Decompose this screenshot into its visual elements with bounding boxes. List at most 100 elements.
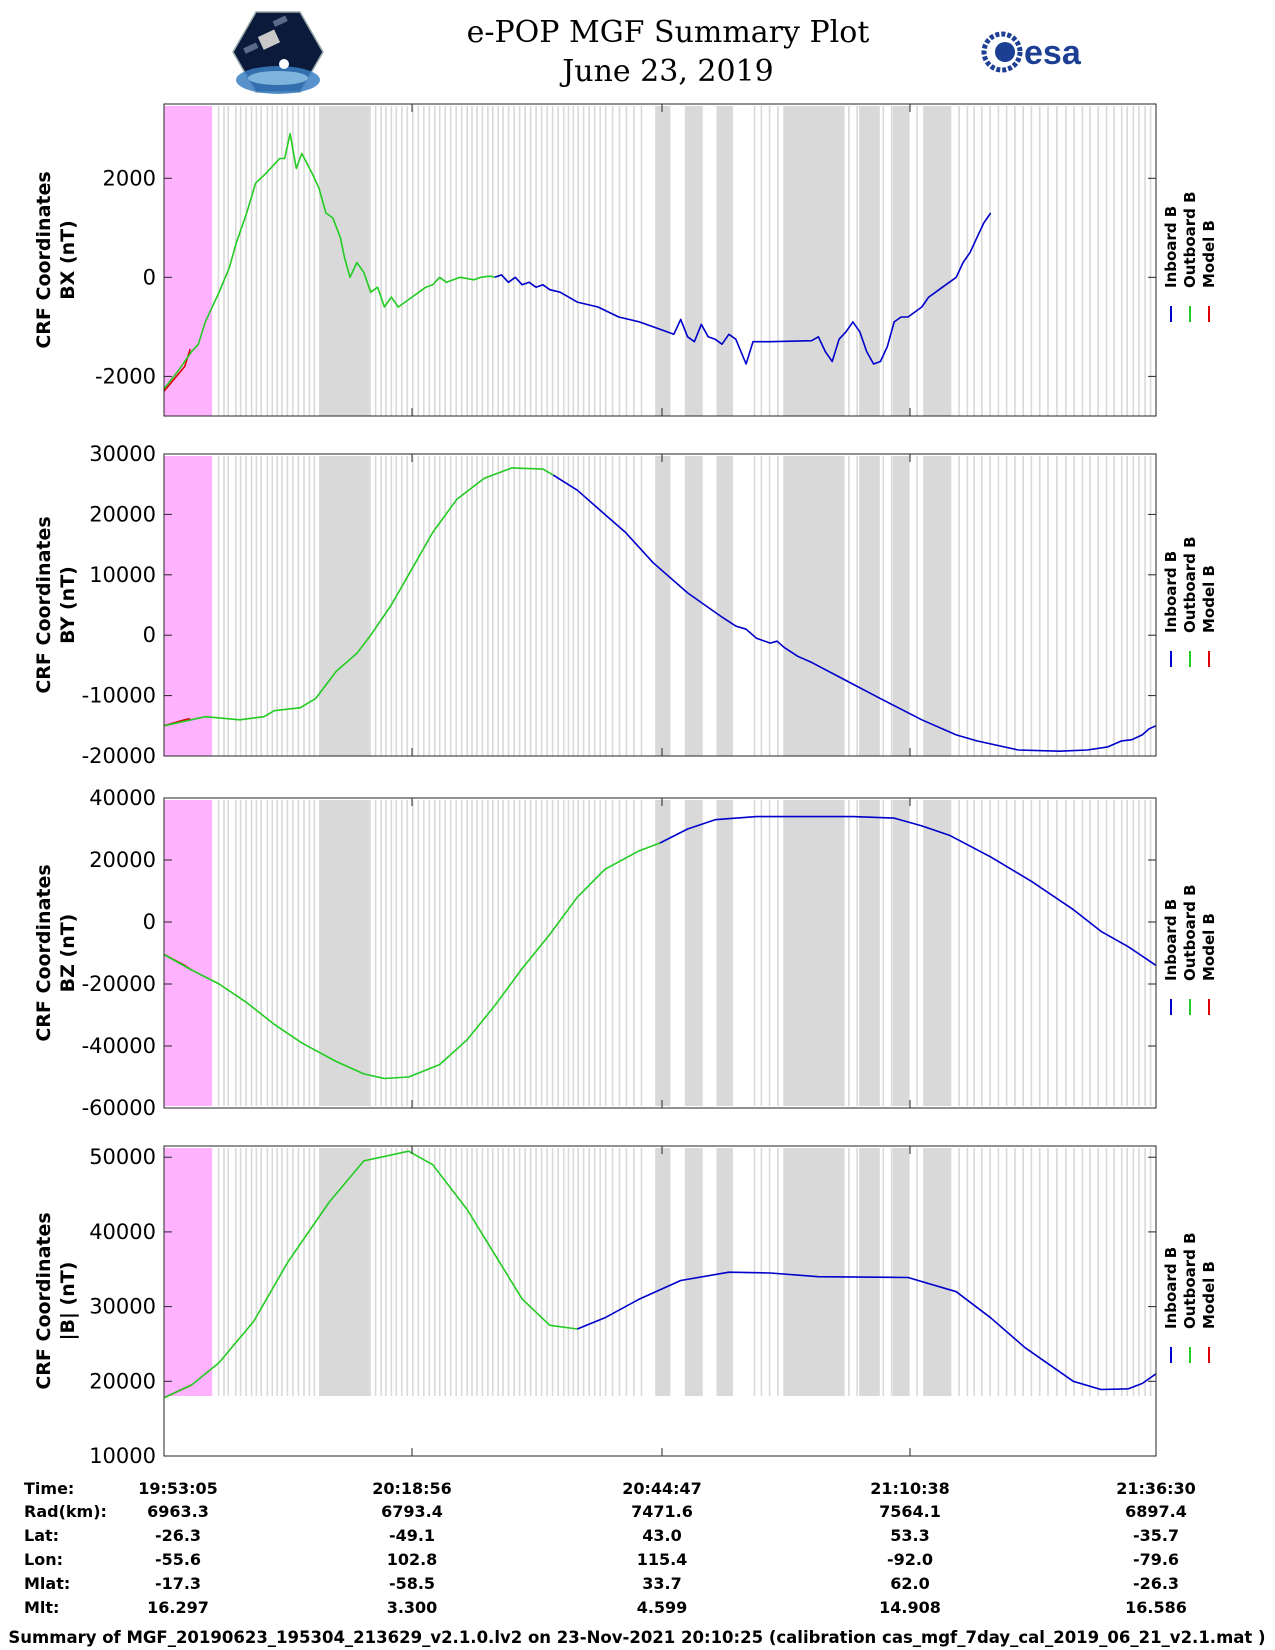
gap-column <box>640 1148 643 1396</box>
gap-column <box>406 106 409 416</box>
legend-label: Outboard B <box>1181 191 1199 288</box>
gap-block <box>319 1148 370 1396</box>
gap-column <box>292 456 294 756</box>
orbit-cell: -26.3 <box>1133 1574 1179 1593</box>
gap-column <box>540 456 543 756</box>
y-axis-label-line: CRF Coordinates <box>33 864 55 1041</box>
gap-column <box>599 1148 601 1396</box>
gap-column <box>989 106 991 416</box>
orbit-column-5: 21:36:30 6897.4 -35.7 -79.6 -26.3 16.586 <box>1116 1479 1196 1617</box>
legend-label: Inboard B <box>1162 899 1180 981</box>
gap-column <box>783 1148 785 1396</box>
y-tick-label: 30000 <box>89 1295 156 1319</box>
gap-column <box>308 456 311 756</box>
y-axis-label-line: CRF Coordinates <box>33 171 55 348</box>
gap-column <box>271 456 274 756</box>
gap-column <box>981 1148 983 1396</box>
gap-column <box>444 106 446 416</box>
gap-column <box>890 1148 893 1396</box>
gap-column <box>625 456 628 756</box>
gap-column <box>471 800 473 1106</box>
orbit-table: Time: Rad(km): Lat: Lon: Mlat: Mlt: 19:5… <box>24 1479 1196 1617</box>
orbit-cell: -26.3 <box>155 1526 201 1545</box>
gap-column <box>1105 1148 1108 1396</box>
data-gap-shading <box>217 1148 1152 1396</box>
gap-column <box>395 106 398 416</box>
gap-column <box>466 1148 468 1396</box>
gap-column <box>385 800 387 1106</box>
series-outboard-b <box>163 132 495 390</box>
axes-frame <box>163 797 1157 1109</box>
gap-column <box>890 800 893 1106</box>
gap-column <box>777 456 779 756</box>
row-label-mlat: Mlat: <box>24 1574 70 1593</box>
gap-column <box>497 800 499 1106</box>
gap-column <box>292 800 294 1106</box>
gap-block <box>319 456 370 756</box>
gap-column <box>239 456 242 756</box>
axes-frame <box>163 1145 1157 1457</box>
gap-column <box>604 800 607 1106</box>
orbit-cell: -35.7 <box>1133 1526 1179 1545</box>
gap-column <box>1089 106 1091 416</box>
gap-column <box>997 800 1000 1106</box>
gap-column <box>412 800 414 1106</box>
gap-column <box>380 800 382 1106</box>
gap-column <box>1144 1148 1146 1396</box>
gap-column <box>250 106 253 416</box>
gap-column <box>481 1148 484 1396</box>
gap-block <box>655 106 671 416</box>
orbit-cell: 33.7 <box>642 1574 681 1593</box>
gap-column <box>380 456 382 756</box>
gap-column <box>577 106 579 416</box>
panel-2: -20000 -10000 0 10000 20000 30000 CRF Coordina… <box>33 442 1218 768</box>
gap-column <box>768 456 771 756</box>
gap-column <box>1113 800 1115 1106</box>
gap-column <box>460 1148 463 1396</box>
gap-column <box>487 1148 489 1396</box>
gap-column <box>460 456 463 756</box>
y-tick-label: 50000 <box>89 1145 156 1169</box>
gap-column <box>260 1148 262 1396</box>
gap-column <box>460 106 463 416</box>
gap-column <box>882 800 885 1106</box>
gap-column <box>618 456 621 756</box>
gap-column <box>588 800 590 1106</box>
calibration-span <box>164 1148 213 1396</box>
gap-block <box>655 800 671 1106</box>
gap-column <box>245 456 247 756</box>
gap-column <box>286 1148 289 1396</box>
gap-column <box>223 106 225 416</box>
gap-column <box>1126 106 1128 416</box>
gap-column <box>385 1148 387 1396</box>
gap-column <box>529 1148 532 1396</box>
gap-column <box>385 456 387 756</box>
gap-column <box>227 1148 229 1396</box>
series-inboard-b <box>576 1271 1157 1391</box>
gap-column <box>423 1148 425 1396</box>
gap-column <box>916 456 918 756</box>
y-tick-label: -10000 <box>82 684 156 708</box>
gap-column <box>753 456 756 756</box>
series-outboard-b <box>163 467 554 727</box>
gap-column <box>1149 106 1152 416</box>
gap-column <box>1120 800 1123 1106</box>
gap-column <box>966 800 969 1106</box>
gap-block <box>784 800 845 1106</box>
gap-column <box>438 1148 441 1396</box>
gap-column <box>1038 456 1041 756</box>
gap-column <box>286 456 289 756</box>
orbit-columns: 19:53:05 6963.3 -26.3 -55.6 -17.3 16.297 20:18… <box>138 1479 1196 1617</box>
gap-column <box>848 456 850 756</box>
gap-column <box>487 800 489 1106</box>
gap-column <box>1056 456 1058 756</box>
gap-column <box>1005 456 1008 756</box>
orbit-cell: 14.908 <box>879 1598 941 1617</box>
gap-block <box>859 456 880 756</box>
gap-column <box>255 1148 258 1396</box>
gap-column <box>958 106 960 416</box>
orbit-cell: -49.1 <box>389 1526 435 1545</box>
gap-column <box>989 456 991 756</box>
gap-column <box>374 456 377 756</box>
gap-column <box>611 1148 614 1396</box>
